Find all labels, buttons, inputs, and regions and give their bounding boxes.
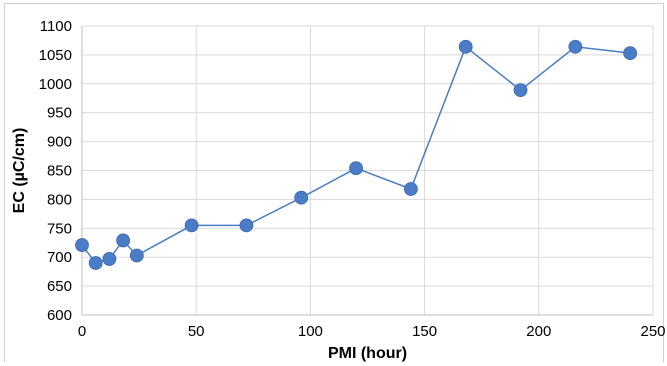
y-tick-label: 1000 [39,76,72,93]
y-tick-label: 950 [47,105,72,122]
y-tick-labels: 600 650 700 750 800 850 900 950 1000 1050 1100 [39,18,72,324]
gridlines [82,25,654,315]
chart-frame [4,3,664,362]
series-line [81,45,631,264]
data-point [349,161,363,176]
data-point [184,218,199,233]
data-point [513,83,528,98]
y-axis-label: EC (µC/cm) [11,128,28,214]
y-tick-label: 600 [47,307,72,324]
y-tick-label: 700 [47,249,72,266]
y-tick-label: 900 [47,134,72,151]
y-tick-label: 1100 [40,18,72,35]
y-tick-label: 1050 [39,47,72,64]
x-tick-label: 200 [526,323,551,340]
data-series [75,39,638,270]
x-tick-labels: 0 50 100 150 200 250 [78,323,666,340]
data-point [129,248,144,263]
axes [81,26,653,316]
y-tick-label: 650 [47,278,72,295]
data-point [239,218,254,233]
x-tick-label: 150 [412,323,437,340]
data-point [623,46,638,61]
data-point [458,39,473,54]
data-point [403,182,418,196]
data-point [294,190,309,205]
x-tick-label: 0 [78,323,86,340]
y-tick-label: 750 [47,220,72,237]
data-point [75,238,89,252]
data-point [116,233,131,248]
x-axis-label: PMI (hour) [328,345,407,362]
y-tick-label: 800 [47,191,72,208]
y-tick-label: 850 [47,163,72,180]
x-tick-label: 100 [298,323,323,340]
data-point [568,39,583,54]
data-point [102,252,117,266]
x-tick-label: 50 [188,323,205,340]
x-tick-label: 250 [640,323,665,340]
data-point [88,256,103,270]
